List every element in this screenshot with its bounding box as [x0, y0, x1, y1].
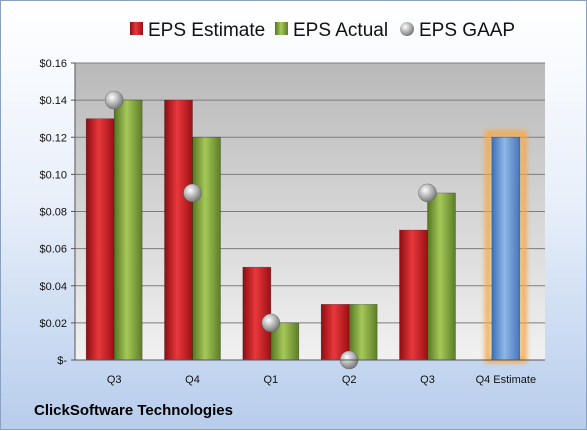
gaap-point	[183, 183, 202, 203]
y-tick-label: $0.16	[39, 58, 67, 70]
company-name: ClickSoftware Technologies	[34, 402, 233, 419]
x-tick-label: Q4 Estimate	[476, 374, 537, 386]
y-tick-label: $0.02	[39, 318, 67, 330]
legend-swatch-eps-estimate	[130, 22, 143, 35]
bar	[192, 136, 221, 361]
legend: EPS Estimate EPS Actual EPS GAAP	[130, 20, 515, 41]
bar	[164, 99, 193, 361]
bar	[85, 118, 115, 361]
x-tick-label: Q3	[420, 374, 435, 386]
y-tick-label: $0.08	[39, 207, 67, 219]
x-tick-label: Q3	[107, 374, 122, 386]
legend-swatch-eps-actual	[275, 22, 288, 35]
y-tick-label: $0.14	[39, 95, 67, 107]
bar	[491, 136, 521, 361]
y-tick-label: $0.04	[39, 281, 67, 293]
x-tick-label: Q4	[185, 374, 200, 386]
gaap-points	[104, 90, 437, 370]
bar	[348, 304, 378, 361]
gaap-point	[104, 90, 124, 110]
legend-label-eps-estimate: EPS Estimate	[148, 20, 265, 41]
y-tick-label: $-	[57, 355, 67, 367]
x-tick-label: Q1	[263, 374, 278, 386]
bar	[399, 229, 428, 361]
bar	[427, 192, 456, 361]
gaap-point	[261, 313, 281, 333]
y-tick-label: $0.10	[39, 169, 67, 181]
bar	[242, 266, 272, 361]
x-tick-label: Q2	[342, 374, 357, 386]
bar	[320, 304, 350, 361]
legend-swatch-eps-gaap	[400, 22, 414, 36]
gaap-point	[418, 183, 437, 203]
legend-label-eps-actual: EPS Actual	[293, 20, 388, 41]
x-axis: Q3 Q4 Q1 Q2 Q3 Q4 Estimate	[75, 359, 545, 386]
y-tick-label: $0.06	[39, 244, 67, 256]
bars	[85, 99, 527, 363]
legend-label-eps-gaap: EPS GAAP	[419, 20, 515, 41]
bar	[113, 99, 143, 361]
y-tick-label: $0.12	[39, 132, 67, 144]
y-axis: $0.16 $0.14 $0.12 $0.10 $0.08 $0.06 $0.04 $0.02…	[39, 58, 76, 367]
